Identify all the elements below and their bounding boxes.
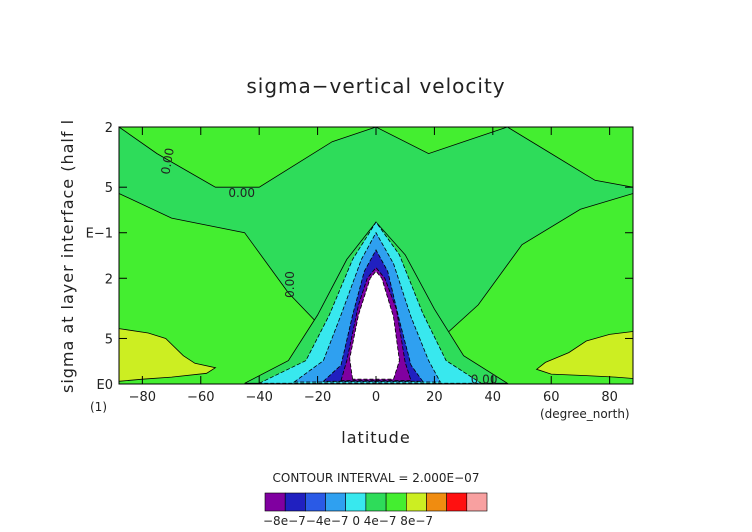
y-axis-ticks: 2 5 E−1 2 5 E0 (86, 121, 633, 393)
x-tick-label: −60 (187, 390, 214, 405)
colorbar-swatch (405, 492, 427, 512)
y-tick-label: E−1 (86, 227, 113, 242)
colorbar-swatch (466, 492, 488, 512)
x-tick-label: −20 (304, 390, 331, 405)
colorbar-swatch (365, 492, 387, 512)
contour-label: 0.00 (158, 147, 176, 176)
colorbar-swatch (446, 492, 468, 512)
x-axis-unit: (degree_north) (540, 407, 630, 421)
y-tick-label: 5 (105, 181, 113, 196)
colorbar (264, 492, 488, 512)
x-tick-label: 60 (543, 390, 560, 405)
y-tick-label: 2 (105, 272, 113, 287)
y-tick-label: E0 (97, 378, 114, 393)
x-tick-label: 20 (426, 390, 443, 405)
y-axis-exponent: (1) (90, 400, 107, 414)
y-tick-label: 5 (105, 332, 113, 347)
colorbar-swatch (345, 492, 367, 512)
contour-label: 0.00 (283, 271, 297, 298)
contour-region-minimum (349, 270, 400, 380)
x-tick-label: −40 (245, 390, 272, 405)
contour-label: 0.00 (228, 186, 255, 200)
colorbar-tick-labels: −8e−7−4e−7 0 4e−7 8e−7 (263, 514, 433, 528)
plot-area: 0.00 0.00 0.00 0.00 (118, 126, 634, 386)
chart-title: sigma−vertical velocity (246, 74, 505, 98)
contour-region-positive-4e-7-south (118, 328, 217, 382)
x-axis-title: latitude (341, 428, 410, 447)
colorbar-swatch (426, 492, 448, 512)
x-tick-label: −80 (129, 390, 156, 405)
x-tick-label: 0 (372, 390, 380, 405)
y-axis-title: sigma at layer interface (half l (58, 119, 77, 393)
y-tick-label: 2 (105, 121, 113, 136)
x-tick-label: 40 (485, 390, 502, 405)
contour-label: 0.00 (471, 372, 498, 386)
x-axis-ticks: −80 −60 −40 −20 0 20 40 60 80 (129, 127, 618, 405)
colorbar-swatch (284, 492, 306, 512)
contour-interval-label: CONTOUR INTERVAL = 2.000E−07 (273, 471, 480, 485)
x-tick-label: 80 (601, 390, 618, 405)
colorbar-swatch (305, 492, 326, 512)
colorbar-swatch (385, 492, 407, 512)
colorbar-swatch (264, 492, 286, 512)
colorbar-swatch (325, 492, 347, 512)
contour-region-positive-4e-7-north (535, 331, 634, 379)
